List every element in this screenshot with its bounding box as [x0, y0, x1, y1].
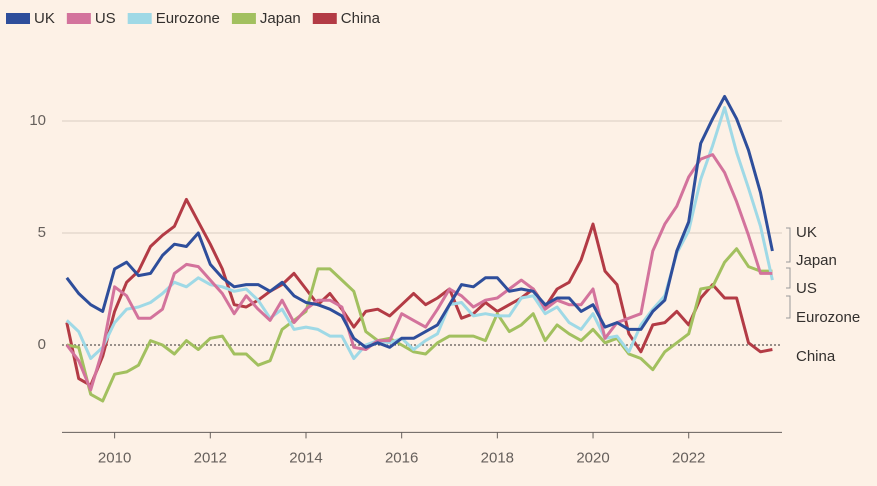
x-tick-label: 2012 — [194, 449, 227, 466]
x-tick-label: 2020 — [576, 449, 609, 466]
x-tick-label: 2016 — [385, 449, 418, 466]
y-tick-label: 5 — [38, 224, 46, 241]
series-line — [65, 106, 774, 360]
end-label: Japan — [796, 252, 837, 269]
series-line — [65, 197, 773, 387]
end-label: China — [796, 348, 836, 365]
legend-swatch — [312, 13, 337, 24]
y-tick-label: 0 — [38, 336, 46, 353]
legend-swatch — [66, 13, 91, 24]
end-brackets — [786, 227, 791, 319]
series-line — [65, 153, 773, 392]
legend-label: China — [341, 10, 381, 27]
legend-label: UK — [34, 10, 55, 27]
x-tick-label: 2022 — [672, 449, 705, 466]
x-tick-label: 2010 — [98, 449, 131, 466]
legend-swatch — [127, 13, 152, 24]
legend-label: US — [95, 10, 116, 27]
legend-label: Japan — [260, 10, 301, 27]
end-label: US — [796, 280, 817, 297]
y-tick-label: 10 — [29, 112, 46, 129]
series-line — [65, 94, 774, 349]
bracket — [786, 295, 791, 319]
series-line — [66, 247, 773, 403]
x-tick-label: 2018 — [481, 449, 514, 466]
legend-swatch — [231, 13, 256, 24]
bracket — [786, 227, 791, 263]
legend-label: Eurozone — [156, 10, 220, 27]
end-label: UK — [796, 224, 817, 241]
bracket — [786, 267, 791, 289]
plot: 0 5 10 2010 2012 2014 2016 2018 2020 2022 UK US Euro… — [6, 10, 782, 466]
end-label: Eurozone — [796, 309, 860, 326]
x-tick-label: 2014 — [289, 449, 322, 466]
legend-swatch — [6, 13, 30, 24]
